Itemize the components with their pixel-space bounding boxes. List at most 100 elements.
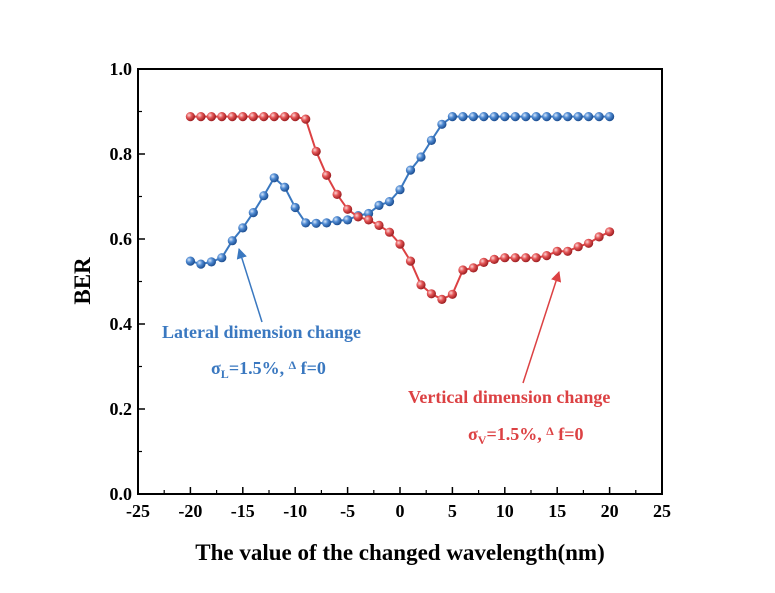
y-tick-label: 0.4	[110, 314, 133, 334]
vertical-data-point	[280, 112, 290, 122]
vertical-data-point	[311, 146, 321, 156]
lateral-data-point	[364, 208, 374, 219]
delta-value: f=0	[296, 358, 326, 378]
lateral-annotation-arrow	[236, 247, 263, 323]
vertical-data-point	[510, 253, 520, 263]
vertical-data-point	[227, 112, 237, 122]
y-tick-label: 1.0	[110, 59, 133, 79]
vertical-data-point	[269, 112, 279, 122]
x-tick-label: 5	[448, 501, 457, 521]
y-tick-labels: 0.0 0.2 0.4 0.6 0.8 1.0	[110, 59, 133, 504]
lateral-data-point	[259, 191, 269, 201]
lateral-data-point	[573, 112, 583, 122]
lateral-series	[185, 112, 615, 269]
vertical-data-point	[426, 289, 436, 299]
lateral-data-point	[605, 112, 615, 122]
vertical-data-point	[479, 257, 489, 267]
lateral-data-point	[384, 197, 395, 207]
vertical-data-point	[196, 112, 206, 122]
vertical-data-point	[468, 263, 478, 273]
lateral-data-point	[437, 119, 447, 129]
vertical-data-point	[259, 112, 269, 122]
lateral-data-point	[552, 112, 562, 122]
lateral-data-point	[196, 259, 206, 269]
vertical-data-point	[217, 112, 227, 122]
lateral-data-point	[301, 218, 311, 228]
lateral-data-point	[227, 236, 237, 246]
vertical-annotation-title: Vertical dimension change	[408, 387, 610, 407]
lateral-data-point	[510, 112, 520, 122]
lateral-annotation-title: Lateral dimension change	[162, 322, 361, 342]
sigma-subscript: L	[221, 367, 229, 381]
vertical-data-point	[521, 253, 531, 263]
lateral-data-point	[332, 216, 342, 226]
vertical-data-point	[563, 246, 573, 256]
x-tick-label: 10	[496, 501, 514, 521]
lateral-data-point	[489, 112, 499, 122]
lateral-data-point	[563, 112, 573, 122]
x-tick-label: -10	[283, 501, 307, 521]
y-axis-title: BER	[70, 257, 95, 305]
vertical-data-point	[301, 114, 311, 124]
sigma-value: =1.5%,	[229, 358, 289, 378]
lateral-data-point	[280, 182, 290, 192]
lateral-data-point	[584, 112, 594, 122]
x-tick-label: 15	[548, 501, 566, 521]
vertical-data-point	[343, 204, 353, 214]
lateral-data-point	[269, 173, 279, 183]
lateral-data-point	[594, 112, 604, 122]
x-tick-labels: -25 -20 -15 -10 -5 0 5 10 15 20 25	[126, 501, 671, 521]
vertical-data-point	[447, 289, 457, 299]
lateral-data-point	[531, 112, 541, 122]
sigma-symbol: σ	[211, 358, 221, 378]
series-layer	[185, 112, 615, 304]
vertical-data-point	[416, 280, 426, 290]
lateral-data-point	[405, 165, 416, 175]
sigma-value: =1.5%,	[486, 424, 546, 444]
delta-value: f=0	[554, 424, 584, 444]
y-tick-label: 0.8	[110, 144, 133, 164]
vertical-data-point	[531, 253, 541, 263]
lateral-data-point	[217, 253, 227, 263]
sigma-symbol: σ	[468, 424, 478, 444]
vertical-data-point	[605, 227, 615, 237]
vertical-data-point	[405, 256, 416, 266]
lateral-data-point	[468, 112, 478, 122]
vertical-data-point	[248, 112, 258, 122]
vertical-data-point	[364, 215, 374, 225]
lateral-data-point	[447, 112, 457, 122]
vertical-data-point	[573, 242, 583, 252]
vertical-data-point	[384, 227, 395, 237]
vertical-data-point	[395, 239, 405, 249]
vertical-data-point	[374, 220, 384, 230]
x-tick-label: 25	[653, 501, 671, 521]
lateral-data-point	[542, 112, 552, 122]
vertical-data-point	[353, 212, 363, 222]
vertical-data-point	[500, 253, 510, 263]
sigma-subscript: V	[478, 433, 487, 447]
vertical-annotation-arrow	[522, 271, 562, 384]
vertical-data-point	[458, 265, 468, 275]
x-tick-label: -25	[126, 501, 150, 521]
lateral-data-point	[206, 257, 216, 267]
lateral-data-point	[458, 112, 468, 122]
axis-ticks	[137, 68, 663, 495]
delta-symbol: Δ	[546, 424, 554, 438]
lateral-data-point	[343, 215, 353, 225]
delta-symbol: Δ	[289, 358, 297, 372]
vertical-data-point	[489, 254, 499, 264]
vertical-data-point	[584, 238, 594, 248]
vertical-data-point	[332, 189, 342, 199]
vertical-data-point	[206, 112, 216, 122]
vertical-annotation-params: σV=1.5%, Δ f=0	[468, 424, 584, 447]
x-tick-label: -20	[178, 501, 202, 521]
lateral-data-point	[500, 112, 510, 122]
lateral-data-point	[426, 135, 436, 145]
lateral-data-point	[322, 218, 332, 228]
lateral-annotation-params: σL=1.5%, Δ f=0	[211, 358, 326, 381]
vertical-data-point	[594, 232, 604, 242]
vertical-data-point	[542, 251, 552, 261]
lateral-data-point	[311, 218, 321, 228]
vertical-data-point	[437, 294, 447, 304]
